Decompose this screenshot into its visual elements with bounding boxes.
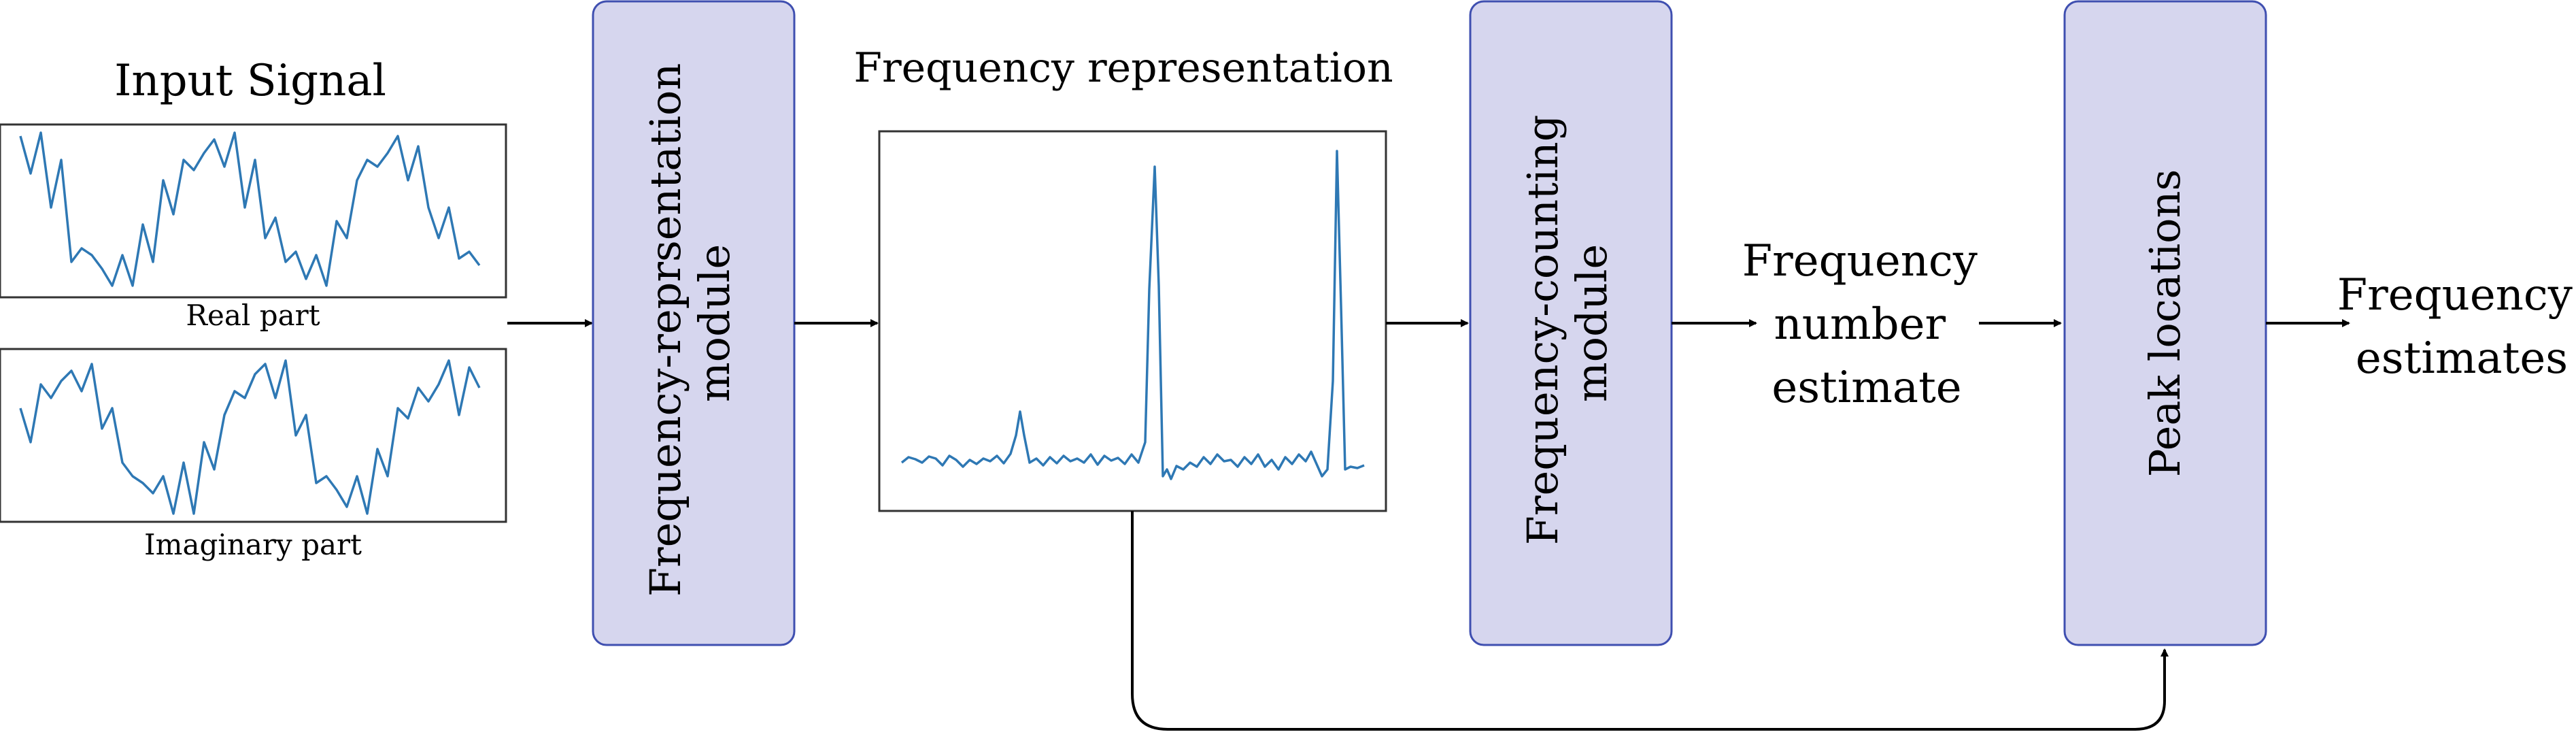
freq-count-module-label-line1: Frequency-counting [1518, 115, 1567, 546]
imaginary-part-signal [19, 359, 481, 515]
peak-locations-label: Peak locations [2140, 169, 2190, 478]
number-estimate-line1: Frequency [1742, 236, 1978, 286]
estimates-line1: Frequency [2337, 270, 2573, 320]
frequency-representation-title: Frequency representation [853, 44, 1393, 92]
frequency-estimates-label: Frequency estimates [2337, 270, 2576, 384]
imaginary-part-caption: Imaginary part [144, 528, 362, 561]
frequency-representation-module: Frequency-reprsentation module [592, 0, 796, 646]
number-estimate-line3: estimate [1772, 363, 1961, 413]
svg-text:Frequency-reprsentation: Frequency-reprsentation module [641, 50, 739, 597]
arrow-representation-to-peak [1131, 511, 2169, 731]
frequency-representation-plot [878, 130, 1387, 512]
peak-locations-module: Peak locations [2063, 0, 2267, 646]
frequency-number-estimate-label: Frequency number estimate [1742, 236, 1992, 413]
frequency-counting-module: Frequency-counting module [1469, 0, 1673, 646]
real-part-signal [19, 131, 481, 287]
real-part-plot [0, 123, 507, 299]
imaginary-part-plot [0, 348, 507, 523]
freq-count-module-label-line2: module [1567, 244, 1616, 402]
freq-rep-module-label-line1: Frequency-reprsentation [641, 63, 690, 597]
input-signal-title: Input Signal [114, 56, 386, 106]
number-estimate-line2: number [1774, 299, 1946, 350]
estimates-line2: estimates [2356, 333, 2568, 384]
svg-text:Frequency-counting modul: Frequency-counting module [1518, 101, 1616, 545]
frequency-spectrum-signal [900, 150, 1365, 480]
real-part-caption: Real part [186, 299, 320, 332]
freq-rep-module-label-line2: module [690, 244, 739, 402]
